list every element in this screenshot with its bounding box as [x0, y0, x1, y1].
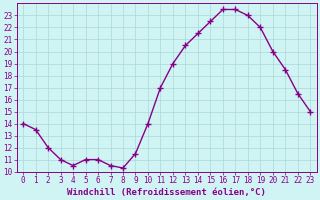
X-axis label: Windchill (Refroidissement éolien,°C): Windchill (Refroidissement éolien,°C)	[67, 188, 266, 197]
